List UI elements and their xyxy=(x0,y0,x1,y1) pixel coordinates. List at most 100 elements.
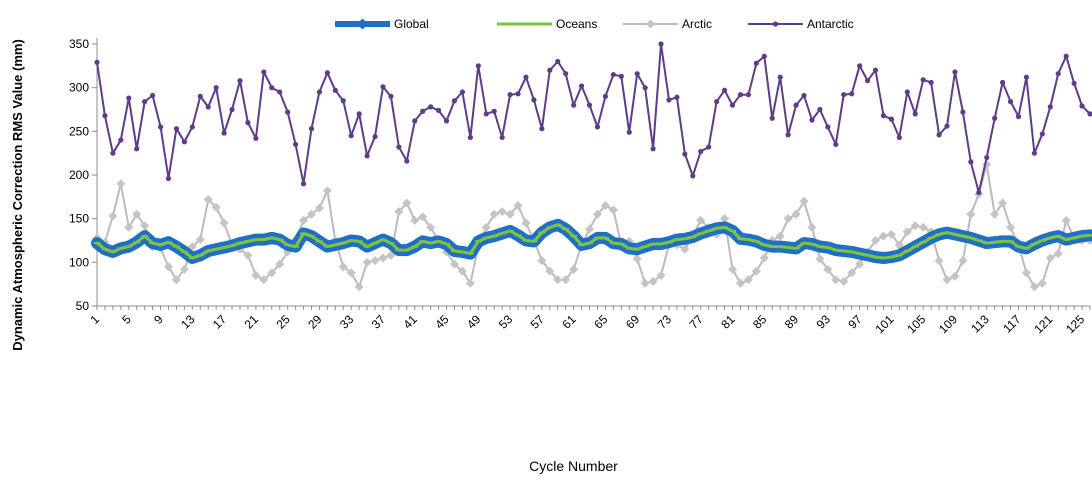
data-point-antarctic xyxy=(952,69,958,75)
data-point-antarctic xyxy=(380,84,386,90)
data-point-antarctic xyxy=(618,73,624,79)
data-point-antarctic xyxy=(976,189,982,196)
data-point-antarctic xyxy=(237,78,243,84)
data-point-arctic xyxy=(648,277,658,287)
legend-label-antarctic: Antarctic xyxy=(807,17,854,31)
data-point-antarctic xyxy=(404,158,410,164)
y-tick-label: 50 xyxy=(76,299,90,313)
data-point-arctic xyxy=(505,209,515,219)
data-point-antarctic xyxy=(126,95,132,101)
data-point-arctic xyxy=(132,209,142,219)
data-point-antarctic xyxy=(1015,113,1022,120)
data-point-arctic xyxy=(195,235,205,245)
data-point-antarctic xyxy=(936,132,942,138)
data-point-antarctic xyxy=(332,87,338,93)
data-point-antarctic xyxy=(706,144,712,150)
data-point-antarctic xyxy=(698,148,704,155)
series-line-antarctic xyxy=(96,43,1091,194)
data-point-arctic xyxy=(275,259,285,269)
data-point-antarctic xyxy=(594,124,601,130)
data-point-arctic xyxy=(322,186,332,196)
data-point-antarctic xyxy=(944,123,950,129)
data-point-antarctic xyxy=(610,71,616,78)
data-point-antarctic xyxy=(729,102,736,108)
y-tick-label: 250 xyxy=(69,124,89,138)
data-point-arctic xyxy=(299,215,309,225)
x-tick-label: 49 xyxy=(464,312,484,332)
x-tick-label: 17 xyxy=(210,312,230,332)
x-tick-label: 101 xyxy=(872,312,896,336)
data-point-antarctic xyxy=(229,106,235,113)
data-point-arctic xyxy=(720,214,730,224)
data-point-antarctic xyxy=(1007,99,1014,105)
data-point-arctic xyxy=(545,266,555,276)
x-tick-label: 85 xyxy=(750,312,770,332)
data-point-arctic xyxy=(370,256,380,266)
data-point-antarctic xyxy=(578,83,585,89)
x-tick-label: 113 xyxy=(968,312,992,336)
data-point-arctic xyxy=(171,275,181,285)
data-point-arctic xyxy=(211,202,221,212)
data-point-antarctic xyxy=(888,116,895,122)
data-point-arctic xyxy=(942,275,952,285)
data-point-arctic xyxy=(680,244,690,254)
data-point-antarctic xyxy=(682,151,688,157)
data-point-antarctic xyxy=(1063,53,1069,59)
legend-marker xyxy=(646,19,655,29)
data-point-antarctic xyxy=(745,92,752,98)
legend-label-oceans: Oceans xyxy=(556,17,597,31)
data-point-arctic xyxy=(815,254,825,264)
data-point-arctic xyxy=(426,222,436,232)
data-point-antarctic xyxy=(817,106,823,113)
data-point-antarctic xyxy=(1039,131,1045,137)
data-point-antarctic xyxy=(626,129,632,135)
legend-marker xyxy=(772,21,779,27)
data-point-arctic xyxy=(259,275,269,285)
x-tick-label: 9 xyxy=(151,312,166,327)
data-point-arctic xyxy=(553,275,563,285)
data-point-arctic xyxy=(998,198,1008,208)
data-point-antarctic xyxy=(690,173,696,179)
data-point-antarctic xyxy=(753,60,759,66)
data-point-arctic xyxy=(958,256,968,266)
data-point-arctic xyxy=(108,211,118,221)
x-tick-label: 45 xyxy=(432,312,452,332)
data-point-antarctic xyxy=(372,133,378,140)
data-point-antarctic xyxy=(849,91,855,97)
data-point-arctic xyxy=(728,264,738,274)
x-tick-label: 77 xyxy=(687,312,707,332)
legend-item-antarctic: Antarctic xyxy=(748,17,854,31)
data-point-antarctic xyxy=(666,97,672,103)
legend-item-arctic: Arctic xyxy=(623,17,712,31)
x-tick-label: 13 xyxy=(178,312,198,332)
data-point-antarctic xyxy=(277,89,283,95)
data-point-arctic xyxy=(569,264,579,274)
data-point-antarctic xyxy=(459,89,466,95)
data-point-arctic xyxy=(759,253,769,263)
data-point-antarctic xyxy=(467,134,473,141)
x-tick-label: 1 xyxy=(87,312,102,327)
data-point-antarctic xyxy=(269,85,275,91)
data-point-antarctic xyxy=(539,126,545,132)
data-point-arctic xyxy=(561,275,571,285)
data-point-antarctic xyxy=(968,159,974,165)
data-point-antarctic xyxy=(499,134,505,141)
data-point-antarctic xyxy=(674,94,680,100)
data-point-arctic xyxy=(354,282,364,292)
x-tick-label: 25 xyxy=(273,312,293,332)
data-point-arctic xyxy=(1045,253,1055,263)
data-point-arctic xyxy=(314,203,324,213)
series-oceans xyxy=(93,223,1092,260)
data-point-antarctic xyxy=(142,99,148,105)
data-point-arctic xyxy=(1021,268,1031,278)
x-tick-label: 33 xyxy=(337,312,357,332)
data-point-antarctic xyxy=(110,150,116,156)
data-point-antarctic xyxy=(1087,111,1092,117)
data-point-antarctic xyxy=(769,115,775,121)
data-point-antarctic xyxy=(253,135,259,141)
data-point-antarctic xyxy=(864,78,871,84)
data-point-arctic xyxy=(600,201,610,211)
x-tick-label: 37 xyxy=(369,312,389,332)
data-point-antarctic xyxy=(324,70,330,76)
legend-label-global: Global xyxy=(394,17,429,31)
